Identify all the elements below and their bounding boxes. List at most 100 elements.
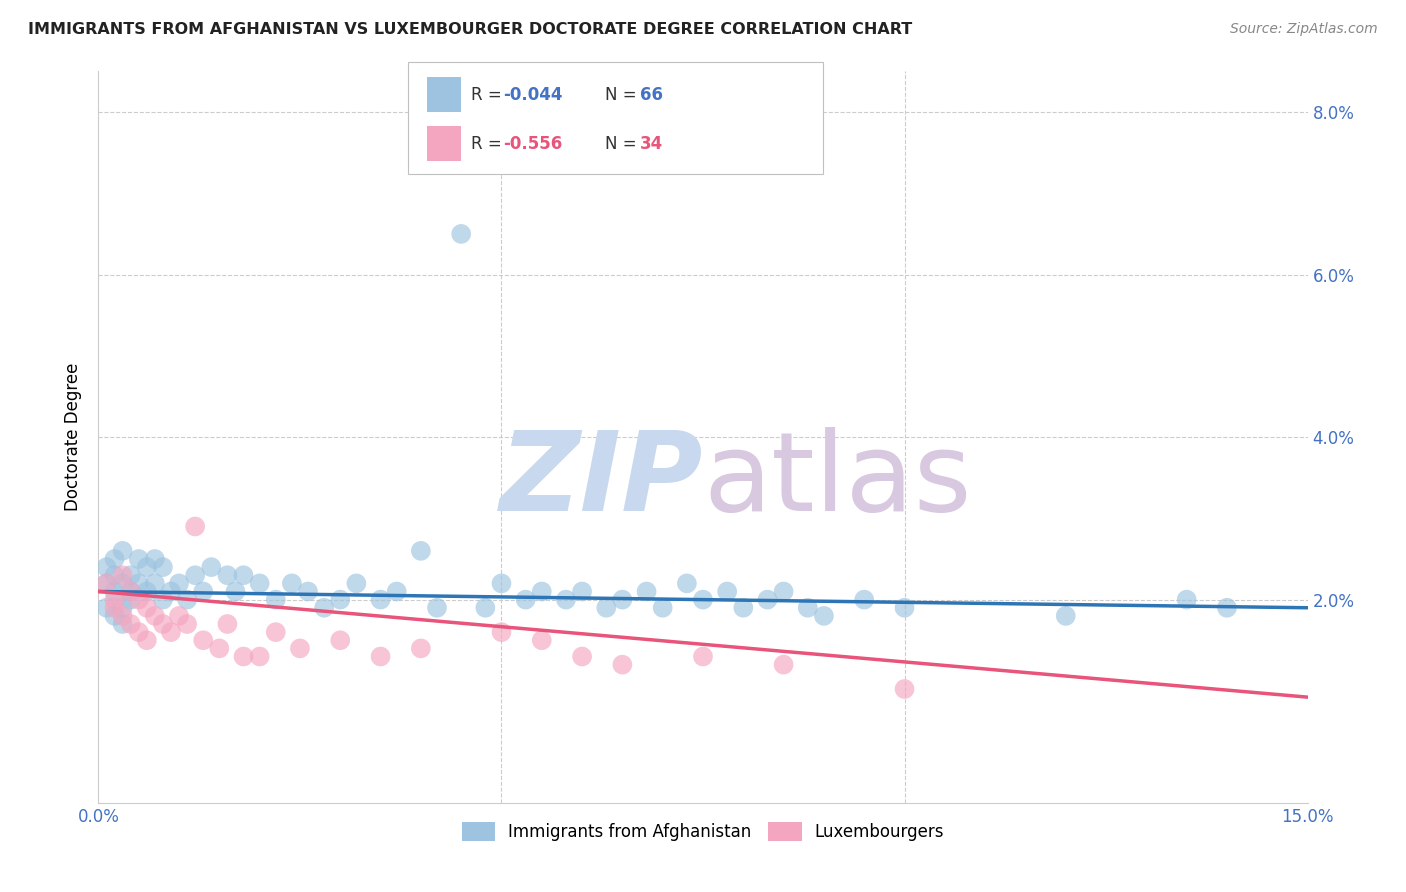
Point (370, 649, 392, 664)
Point (491, 625, 513, 640)
Point (409, 544, 432, 558)
Point (612, 657, 634, 672)
Text: atlas: atlas (703, 427, 972, 534)
Point (636, 584, 658, 599)
Point (111, 600, 134, 615)
Point (103, 552, 125, 566)
Point (797, 600, 820, 615)
Point (152, 560, 174, 574)
Point (249, 576, 271, 591)
Point (264, 625, 287, 640)
Point (474, 600, 496, 615)
Text: 34: 34 (640, 135, 664, 153)
Point (450, 227, 472, 241)
Point (530, 633, 553, 648)
Text: 66: 66 (640, 86, 662, 103)
Point (385, 584, 408, 599)
Point (264, 592, 287, 607)
Point (314, 600, 336, 615)
Point (409, 641, 432, 656)
Point (813, 608, 835, 623)
Point (426, 600, 449, 615)
Point (111, 568, 134, 582)
Point (1175, 592, 1198, 607)
Point (595, 600, 617, 615)
Point (772, 584, 794, 599)
Text: N =: N = (605, 135, 641, 153)
Point (344, 576, 367, 591)
Point (111, 608, 134, 623)
Point (160, 625, 183, 640)
Point (893, 681, 915, 696)
Point (103, 584, 125, 599)
Point (152, 592, 174, 607)
Point (208, 641, 231, 656)
Point (281, 576, 304, 591)
Point (103, 592, 125, 607)
Point (176, 592, 198, 607)
Text: ZIP: ZIP (499, 427, 703, 534)
Point (184, 568, 207, 582)
Point (135, 633, 157, 648)
Point (111, 617, 134, 632)
Point (120, 592, 142, 607)
Point (120, 584, 142, 599)
Point (96, 576, 118, 591)
Point (193, 633, 215, 648)
Text: R =: R = (471, 135, 508, 153)
Point (733, 600, 755, 615)
Point (370, 592, 392, 607)
Text: Source: ZipAtlas.com: Source: ZipAtlas.com (1230, 22, 1378, 37)
Point (692, 649, 714, 664)
Point (772, 657, 794, 672)
Point (143, 552, 166, 566)
Point (160, 584, 183, 599)
Point (111, 544, 134, 558)
Point (128, 592, 150, 607)
Point (530, 584, 553, 599)
Point (1054, 608, 1077, 623)
Text: R =: R = (471, 86, 508, 103)
Point (152, 617, 174, 632)
Point (224, 584, 246, 599)
Point (184, 519, 207, 533)
Point (111, 576, 134, 591)
Y-axis label: Doctorate Degree: Doctorate Degree (65, 363, 83, 511)
Point (491, 576, 513, 591)
Point (1216, 600, 1239, 615)
Point (232, 649, 254, 664)
Point (329, 633, 352, 648)
Point (135, 600, 157, 615)
Point (716, 584, 738, 599)
Point (120, 617, 142, 632)
Point (612, 592, 634, 607)
Point (103, 608, 125, 623)
Point (893, 600, 915, 615)
Point (297, 584, 319, 599)
Point (143, 608, 166, 623)
Point (249, 649, 271, 664)
Point (571, 649, 593, 664)
Point (96, 600, 118, 615)
Point (167, 576, 190, 591)
Point (167, 608, 190, 623)
Point (217, 617, 239, 632)
Point (571, 584, 593, 599)
Point (128, 625, 150, 640)
Point (756, 592, 779, 607)
Point (96, 560, 118, 574)
Point (128, 552, 150, 566)
Point (555, 592, 578, 607)
Text: -0.556: -0.556 (503, 135, 562, 153)
Point (143, 576, 166, 591)
Point (515, 592, 537, 607)
Text: IMMIGRANTS FROM AFGHANISTAN VS LUXEMBOURGER DOCTORATE DEGREE CORRELATION CHART: IMMIGRANTS FROM AFGHANISTAN VS LUXEMBOUR… (28, 22, 912, 37)
Point (200, 560, 222, 574)
Point (135, 560, 157, 574)
Point (135, 584, 157, 599)
Point (120, 568, 142, 582)
Point (853, 592, 876, 607)
Point (676, 576, 699, 591)
Point (103, 568, 125, 582)
Text: -0.044: -0.044 (503, 86, 562, 103)
